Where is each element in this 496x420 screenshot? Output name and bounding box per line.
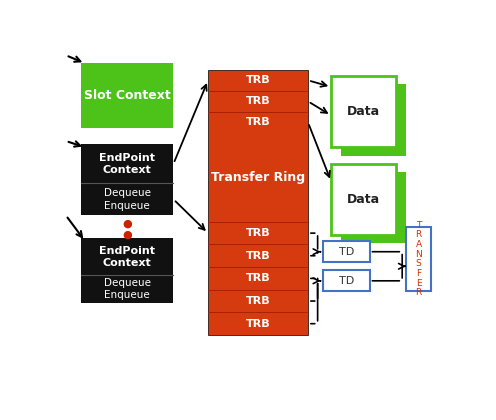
Text: TD: TD [339, 247, 354, 257]
Bar [81, 238, 174, 303]
Bar [208, 70, 308, 335]
Text: TD: TD [339, 276, 354, 286]
Bar [323, 270, 370, 291]
Text: EndPoint
Context: EndPoint Context [99, 246, 155, 268]
Text: Data: Data [347, 193, 380, 206]
Text: T
R
A
N
S
F
E
R: T R A N S F E R [415, 220, 422, 297]
Bar [323, 241, 370, 262]
Bar [406, 227, 431, 291]
Text: Dequeue
Enqueue: Dequeue Enqueue [104, 278, 151, 300]
Text: Data: Data [347, 105, 380, 118]
Bar [341, 84, 406, 155]
Text: TRB: TRB [246, 75, 270, 85]
Text: EndPoint
Context: EndPoint Context [99, 152, 155, 175]
Bar [341, 172, 406, 243]
Text: TRB: TRB [246, 117, 270, 127]
Text: Slot Context: Slot Context [84, 89, 171, 102]
Text: TRB: TRB [246, 228, 270, 238]
Text: Dequeue
Enqueue: Dequeue Enqueue [104, 188, 151, 210]
Text: TRB: TRB [246, 96, 270, 106]
Text: ●: ● [123, 230, 132, 240]
Text: TRB: TRB [246, 319, 270, 329]
Bar [331, 163, 396, 235]
Text: TRB: TRB [246, 296, 270, 306]
Bar [331, 76, 396, 147]
Text: TRB: TRB [246, 251, 270, 261]
Bar [81, 144, 174, 215]
Text: Transfer Ring: Transfer Ring [211, 171, 305, 184]
Bar [81, 63, 174, 128]
Text: ●: ● [123, 218, 132, 228]
Text: TRB: TRB [246, 273, 270, 284]
